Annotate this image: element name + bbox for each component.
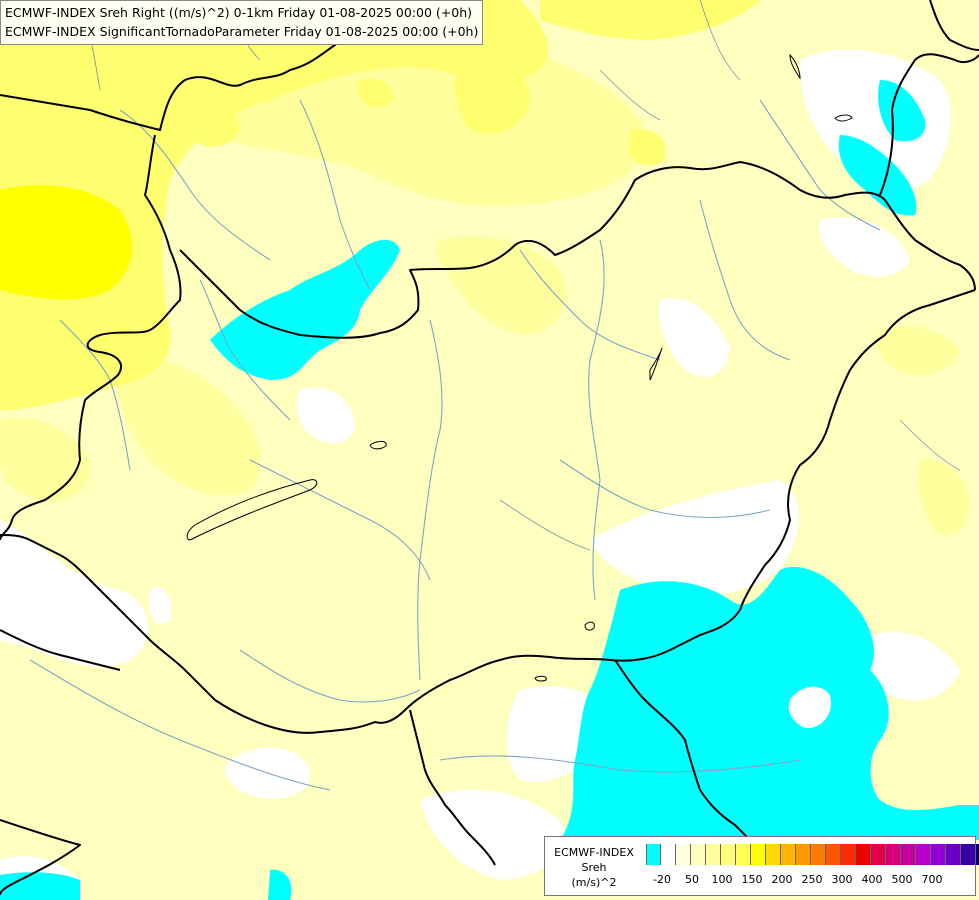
- legend-tick-label: 700: [921, 873, 943, 886]
- title-line-stp: ECMWF-INDEX SignificantTornadoParameter …: [5, 24, 479, 39]
- legend-swatch: [766, 844, 781, 865]
- map-title-box: ECMWF-INDEX Sreh Right ((m/s)^2) 0-1km F…: [0, 0, 484, 45]
- rivers: [29, 99, 881, 791]
- legend-swatches: [646, 844, 979, 865]
- legend-source: ECMWF-INDEX: [554, 846, 634, 859]
- legend-swatch: [871, 844, 886, 865]
- legend-tick-label: 300: [831, 873, 853, 886]
- legend-swatch: [661, 844, 676, 865]
- legend-tick-label: -20: [653, 873, 671, 886]
- legend-swatch: [961, 844, 976, 865]
- legend-swatch: [856, 844, 871, 865]
- legend-unit: (m/s)^2: [571, 876, 617, 889]
- legend-labels: ECMWF-INDEX Sreh (m/s)^2: [549, 845, 639, 890]
- white-hole: [788, 686, 831, 729]
- legend-swatch: [796, 844, 811, 865]
- bright-yellow-regions: [0, 185, 133, 300]
- legend-swatch: [976, 844, 979, 865]
- legend-swatch: [826, 844, 841, 865]
- legend-swatch: [886, 844, 901, 865]
- legend-swatch: [736, 844, 751, 865]
- color-legend: ECMWF-INDEX Sreh (m/s)^2 -20 50 100 150 200 2…: [544, 836, 979, 896]
- legend-swatch: [646, 844, 661, 865]
- legend-tick-label: 400: [861, 873, 883, 886]
- legend-variable: Sreh: [581, 861, 607, 874]
- legend-swatch: [946, 844, 961, 865]
- legend-tick-label: 250: [801, 873, 823, 886]
- legend-tick-label: 150: [741, 873, 763, 886]
- legend-swatch: [691, 844, 706, 865]
- legend-tick-label: 500: [891, 873, 913, 886]
- legend-swatch: [721, 844, 736, 865]
- title-line-sreh: ECMWF-INDEX Sreh Right ((m/s)^2) 0-1km F…: [5, 5, 473, 20]
- legend-swatch: [841, 844, 856, 865]
- legend-ticks: -20 50 100 150 200 250 300 400 500 700: [646, 873, 976, 887]
- legend-swatch: [811, 844, 826, 865]
- legend-tick-label: 50: [685, 873, 699, 886]
- legend-swatch: [931, 844, 946, 865]
- legend-swatch: [916, 844, 931, 865]
- legend-tick-label: 200: [771, 873, 793, 886]
- legend-swatch: [781, 844, 796, 865]
- legend-swatch: [901, 844, 916, 865]
- legend-swatch: [706, 844, 721, 865]
- yellow-regions: [0, 0, 760, 410]
- legend-swatch: [751, 844, 766, 865]
- lakes: [186, 53, 853, 682]
- legend-tick-label: 100: [711, 873, 733, 886]
- legend-swatch: [676, 844, 691, 865]
